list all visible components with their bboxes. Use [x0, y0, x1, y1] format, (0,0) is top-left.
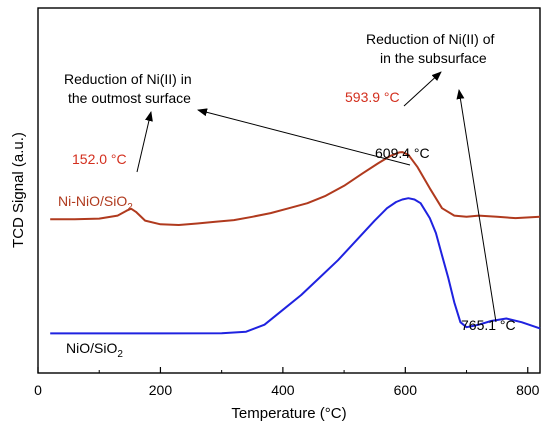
x-tick-label-800: 800	[516, 382, 540, 398]
x-tick-label-200: 200	[149, 382, 173, 398]
arrow-to-surface-label-2	[197, 108, 411, 166]
series-line-ni-nio	[50, 151, 541, 226]
annotation-subsurface-line1: Reduction of Ni(II) of	[366, 31, 494, 47]
x-tick-label-0: 0	[34, 382, 42, 398]
arrow-to-subsurface-label-2	[403, 71, 442, 107]
arrow-to-surface-label-1	[136, 111, 153, 173]
annotation-765: 765.1 °C	[461, 317, 516, 333]
series-label-nio: NiO/SiO2	[66, 340, 123, 360]
series-label-ni-nio: Ni-NiO/SiO2	[58, 193, 133, 213]
x-axis: 0 200 400 600 800	[34, 367, 540, 398]
arrow-to-subsurface-label-1	[456, 89, 497, 323]
annotation-593: 593.9 °C	[345, 89, 400, 105]
series-line-nio	[50, 197, 541, 335]
x-tick-label-400: 400	[271, 382, 295, 398]
annotation-surface-line1: Reduction of Ni(II) in	[64, 71, 192, 87]
y-axis-title: TCD Signal (a.u.)	[10, 132, 27, 248]
x-tick-label-600: 600	[394, 382, 418, 398]
plot-frame	[37, 7, 541, 374]
annotation-surface-line2: the outmost surface	[68, 90, 191, 106]
annotation-609: 609.4 °C	[375, 145, 430, 161]
annotation-subsurface-line2: in the subsurface	[380, 50, 487, 66]
annotation-152: 152.0 °C	[72, 151, 127, 167]
x-axis-title: Temperature (°C)	[231, 405, 346, 422]
